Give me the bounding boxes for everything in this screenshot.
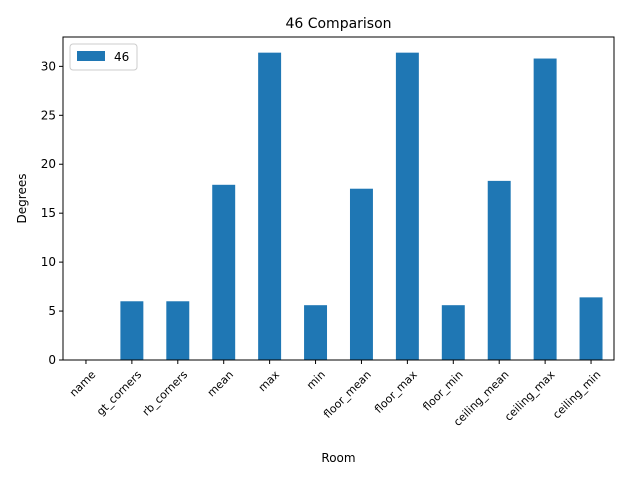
y-tick-label: 25 xyxy=(41,108,56,122)
bar-floor-mean xyxy=(349,188,373,360)
plot-frame xyxy=(62,36,615,361)
y-tick-label: 5 xyxy=(48,304,56,318)
bar-ceiling-max xyxy=(533,58,557,361)
bar-mean xyxy=(212,184,236,360)
x-axis-label: Room xyxy=(321,451,355,465)
bars-layer xyxy=(120,52,603,361)
bar-max xyxy=(258,52,282,360)
y-tick-label: 15 xyxy=(41,206,56,220)
bar-floor-max xyxy=(395,52,419,360)
y-tick-label: 20 xyxy=(41,157,56,171)
y-tick-label: 10 xyxy=(41,255,56,269)
y-tick-label: 30 xyxy=(41,59,56,73)
legend: 46 xyxy=(69,43,138,71)
y-tick-label: 0 xyxy=(48,353,56,367)
bar-ceiling-min xyxy=(579,297,603,360)
bar-min xyxy=(304,305,328,360)
y-axis-label: Degrees xyxy=(15,174,29,224)
legend-label: 46 xyxy=(114,50,129,64)
bar-floor-min xyxy=(441,305,465,360)
bar-ceiling-mean xyxy=(487,180,511,360)
y-ticks: 0 5 10 15 20 25 30 xyxy=(41,59,63,367)
bar-gt-corners xyxy=(120,301,144,360)
bar-rb-corners xyxy=(166,301,190,360)
legend-swatch xyxy=(77,51,105,61)
chart-title: 46 Comparison xyxy=(285,16,391,32)
